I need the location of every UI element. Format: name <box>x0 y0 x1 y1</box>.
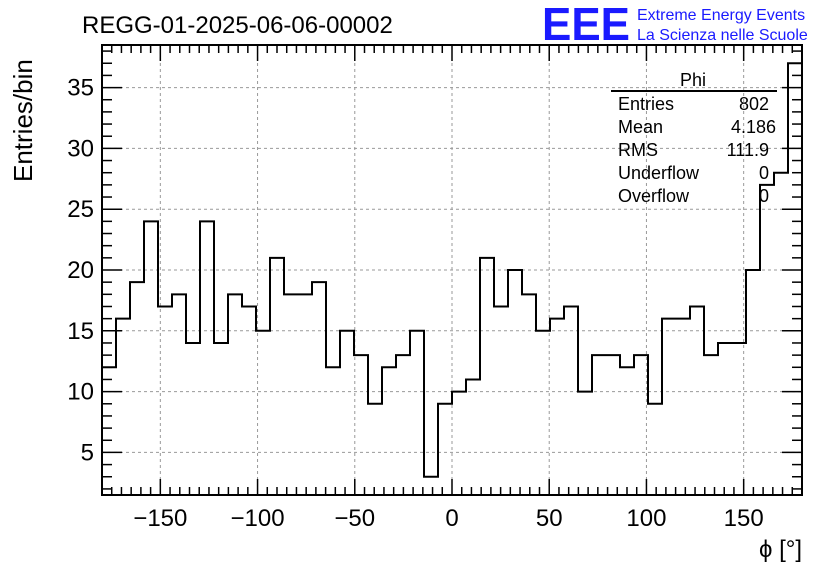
x-tick-label: 0 <box>445 505 458 532</box>
stats-label: Overflow <box>618 186 690 206</box>
stats-value: 4.186 <box>731 117 776 137</box>
x-tick-label: 150 <box>724 505 764 532</box>
x-tick-label: −150 <box>133 505 187 532</box>
grid-lines <box>102 45 802 495</box>
x-tick-label: −50 <box>334 505 375 532</box>
x-tick-label: −100 <box>231 505 285 532</box>
y-axis-title: Entries/bin <box>8 59 38 182</box>
chart-title: REGG-01-2025-06-06-00002 <box>82 12 393 39</box>
y-tick-label: 10 <box>67 379 94 406</box>
stats-label: Underflow <box>618 163 700 183</box>
x-tick-label: 100 <box>626 505 666 532</box>
stats-value: 0 <box>759 186 769 206</box>
y-tick-label: 15 <box>67 318 94 345</box>
stats-value: 0 <box>759 163 769 183</box>
y-tick-label: 5 <box>81 439 94 466</box>
y-tick-label: 30 <box>67 135 94 162</box>
x-axis-title: ϕ [°] <box>759 536 802 563</box>
x-tick-labels: −150 −100 −50 0 50 100 150 <box>133 505 763 532</box>
stats-title: Phi <box>680 70 706 90</box>
logo-line-1: Extreme Energy Events <box>637 7 805 24</box>
x-tick-label: 50 <box>536 505 563 532</box>
logo-mark: EEE <box>542 0 630 50</box>
stats-value: 802 <box>739 94 769 114</box>
y-tick-label: 20 <box>67 257 94 284</box>
y-tick-label: 25 <box>67 196 94 223</box>
stats-value: 111.9 <box>727 140 769 160</box>
plot-frame <box>101 44 803 496</box>
histogram-line <box>102 62 802 478</box>
y-tick-label: 35 <box>67 75 94 102</box>
y-tick-labels: 5 10 15 20 25 30 35 <box>67 75 94 467</box>
stats-label: Entries <box>618 94 674 114</box>
stats-label: Mean <box>618 117 663 137</box>
stats-box: Phi Entries 802 Mean 4.186 RMS 111.9 Und… <box>611 70 777 206</box>
logo-line-2: La Scienza nelle Scuole <box>637 27 808 44</box>
axes <box>102 45 802 495</box>
stats-label: RMS <box>618 140 658 160</box>
